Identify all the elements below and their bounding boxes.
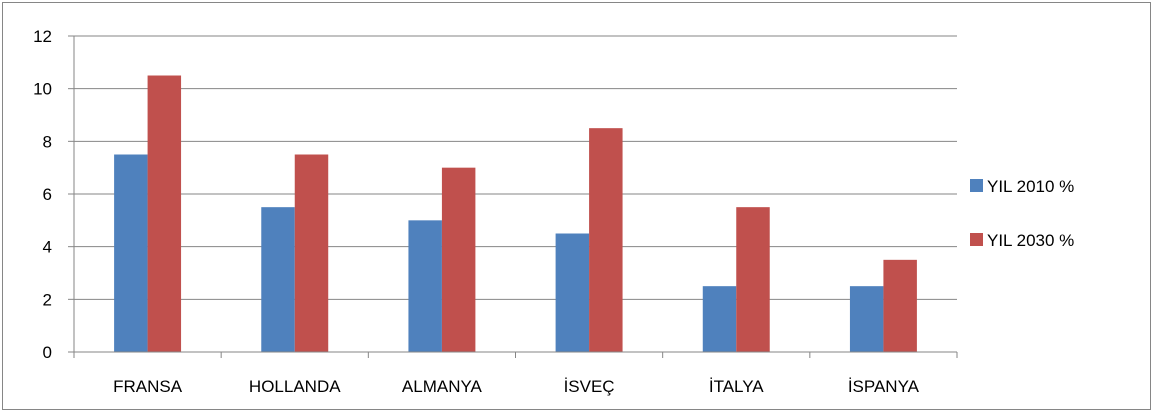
bar-yil-2010-fransa bbox=[114, 154, 148, 352]
y-tick-label: 10 bbox=[33, 80, 52, 99]
x-tick-label: ALMANYA bbox=[402, 377, 483, 396]
bar-yil-2010-i̇sveç bbox=[555, 233, 590, 352]
bar-yil-2010-i̇spanya bbox=[849, 286, 884, 352]
bar-yil-2030-almanya bbox=[441, 167, 476, 352]
bar-yil-2030-i̇talya bbox=[736, 207, 770, 352]
x-tick-label: HOLLANDA bbox=[249, 377, 341, 396]
x-tick-label: FRANSA bbox=[113, 377, 183, 396]
legend-swatch bbox=[970, 179, 983, 192]
y-tick-label: 12 bbox=[33, 27, 52, 46]
bar-yil-2030-fransa bbox=[147, 75, 182, 352]
bar-yil-2010-i̇talya bbox=[702, 286, 737, 352]
legend: YIL 2010 % YIL 2030 % bbox=[970, 177, 1074, 250]
x-tick-label: İTALYA bbox=[709, 377, 764, 396]
y-axis-ticks: 0 2 4 6 8 10 12 bbox=[33, 27, 74, 362]
gridlines bbox=[74, 35, 957, 300]
bar-yil-2030-hollanda bbox=[294, 154, 329, 352]
y-tick-label: 6 bbox=[43, 185, 52, 204]
y-tick-label: 4 bbox=[43, 238, 52, 257]
legend-label: YIL 2030 % bbox=[987, 231, 1074, 250]
bars bbox=[114, 75, 917, 352]
legend-swatch bbox=[970, 233, 983, 246]
y-tick-label: 0 bbox=[43, 343, 52, 362]
x-tick-label: İSPANYA bbox=[848, 377, 920, 396]
bar-yil-2030-i̇spanya bbox=[883, 259, 917, 352]
bar-yil-2010-almanya bbox=[408, 220, 442, 352]
legend-label: YIL 2010 % bbox=[987, 177, 1074, 196]
bar-yil-2010-hollanda bbox=[261, 207, 295, 352]
y-tick-label: 2 bbox=[43, 290, 52, 309]
y-tick-label: 8 bbox=[43, 132, 52, 151]
x-tick-label: İSVEÇ bbox=[564, 377, 615, 396]
x-axis-ticks: FRANSA HOLLANDA ALMANYA İSVEÇ İTALYA İSPANYA bbox=[73, 352, 958, 396]
bar-yil-2030-i̇sveç bbox=[589, 128, 623, 352]
